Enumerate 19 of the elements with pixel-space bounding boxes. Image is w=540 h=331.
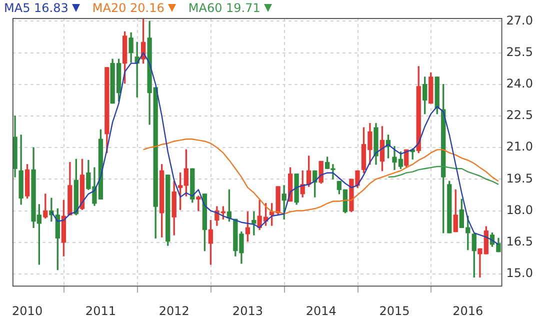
y-tick-label: 16.5	[506, 234, 533, 248]
x-tick-label: 2013	[232, 304, 263, 318]
x-tick-label: 2014	[306, 304, 336, 318]
x-tick-label: 2015	[379, 304, 410, 318]
x-tick-label: 2012	[158, 304, 190, 318]
y-tick-label: 27.0	[506, 13, 533, 28]
y-tick-label: 25.5	[506, 44, 533, 59]
y-tick-label: 21.0	[506, 140, 533, 154]
y-tick-label: 18.0	[506, 202, 533, 217]
x-tick-label: 2016	[452, 304, 484, 318]
legend-label: MA60 19.71	[188, 1, 260, 15]
x-tick-label: 2011	[85, 304, 116, 318]
y-tick-label: 24.0	[506, 76, 533, 90]
legend-label: MA5 16.83	[4, 1, 68, 15]
x-tick-label: 2010	[12, 304, 43, 318]
y-tick-label: 15.0	[506, 266, 533, 280]
legend-label: MA20 20.16	[92, 1, 164, 15]
y-tick-label: 19.5	[506, 171, 533, 186]
y-tick-label: 22.5	[506, 108, 533, 122]
